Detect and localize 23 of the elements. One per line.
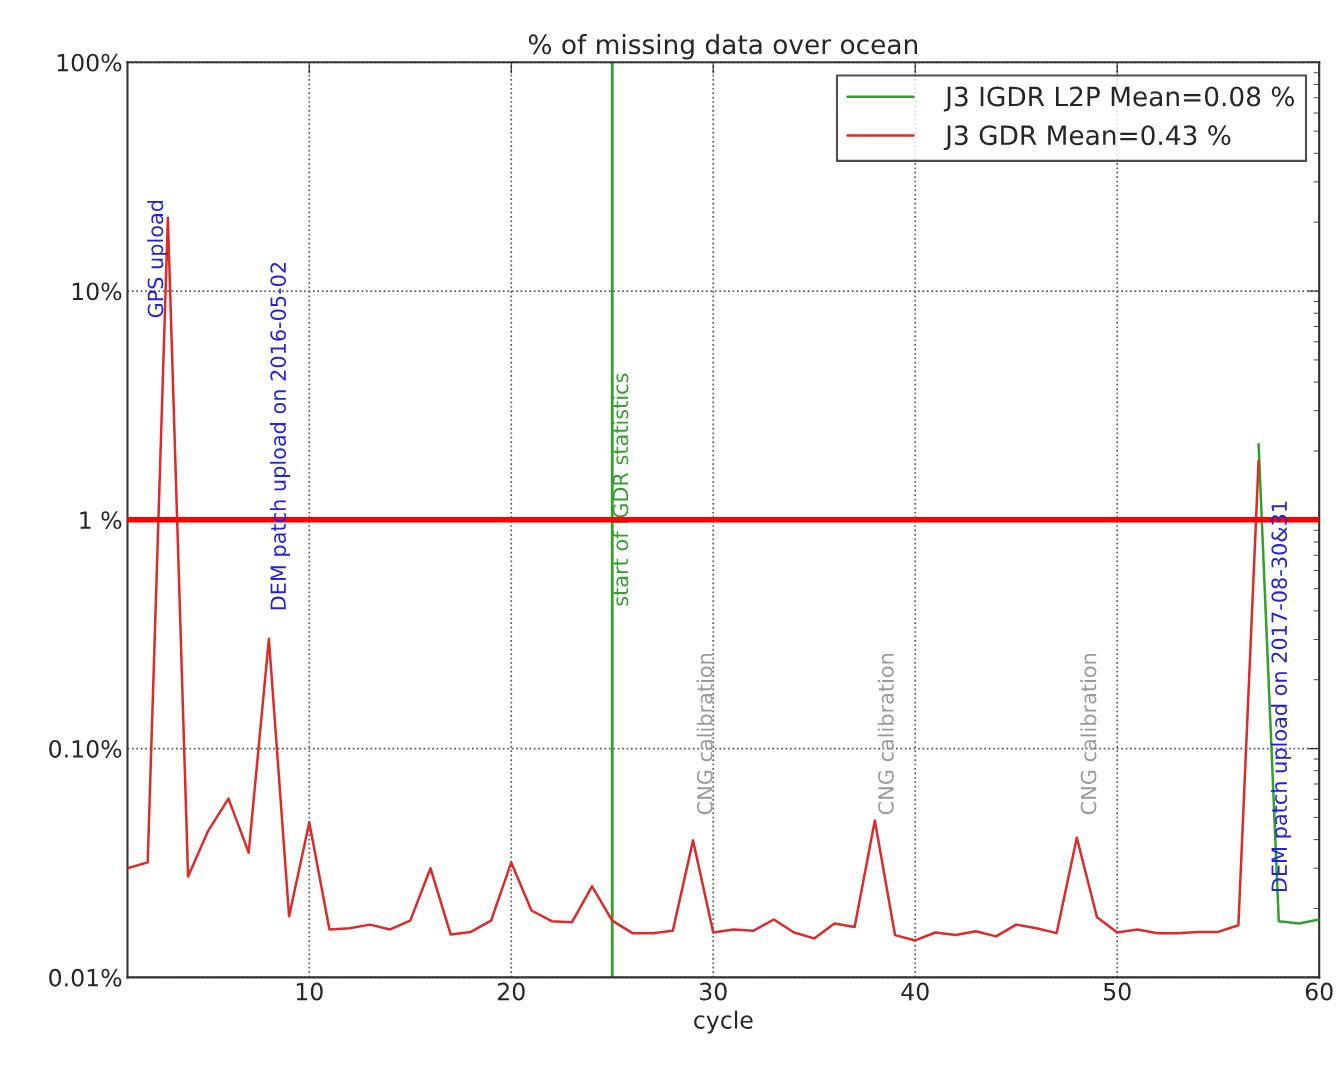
legend-label: J3 IGDR L2P Mean=0.08 % [943, 86, 1294, 112]
legend-label: J3 GDR Mean=0.43 % [943, 125, 1231, 151]
x-tick-label: 20 [497, 982, 525, 1001]
annotation: CNG calibration [1080, 653, 1097, 815]
y-tick-label: 10% [72, 282, 122, 301]
x-tick-label: 10 [296, 982, 323, 1001]
y-tick-label: 0.10% [49, 740, 122, 758]
x-tick-label: 30 [700, 982, 727, 1001]
annotation: CNG calibration [696, 653, 713, 815]
ref-line-label: start of IGDR statistics [612, 373, 629, 606]
x-tick-label: 50 [1104, 982, 1131, 1001]
y-tick-label: 0.01% [49, 968, 122, 987]
annotation: CNG calibration [877, 653, 894, 815]
annotation: DEM patch upload on 2017-08-30&31 [1270, 501, 1292, 892]
y-tick-label: 1 % [80, 511, 122, 530]
x-tick-label: 60 [1305, 982, 1333, 1001]
chart-title: % of missing data over ocean [528, 33, 918, 60]
line-series [1257, 442, 1320, 925]
annotation: GPS upload [147, 200, 168, 318]
x-tick-label: 40 [901, 982, 929, 1001]
y-tick-label: 100% [57, 53, 122, 72]
x-axis-title: cycle [694, 1010, 753, 1034]
annotation: DEM patch upload on 2016-05-02 [269, 262, 291, 610]
